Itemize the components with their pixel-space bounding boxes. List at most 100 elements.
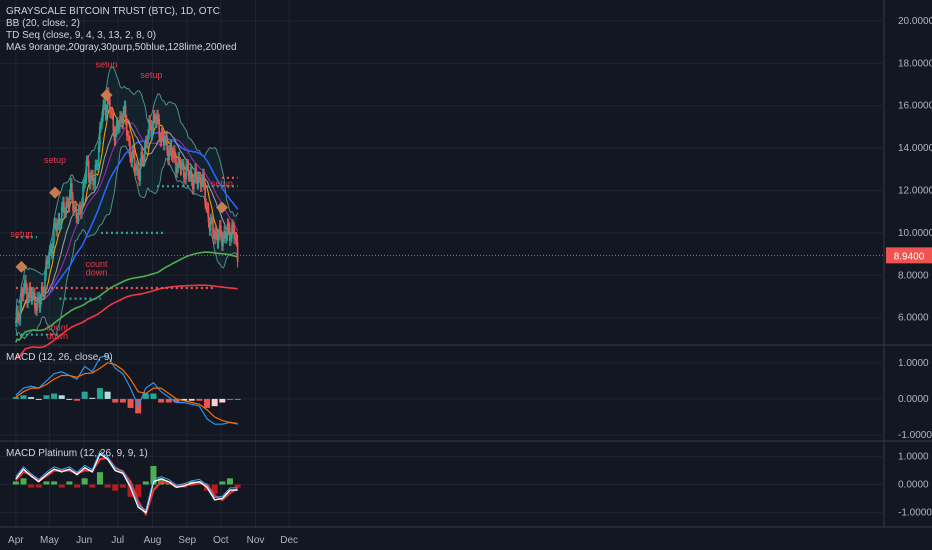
- candle-body: [200, 180, 203, 187]
- candle-body: [130, 157, 132, 162]
- candle-body: [16, 310, 18, 322]
- candle-body: [62, 201, 64, 208]
- candle-body: [162, 136, 165, 146]
- candle-body: [189, 171, 192, 177]
- candle-body: [175, 158, 177, 173]
- candle-body: [122, 111, 125, 125]
- candle-body: [161, 132, 164, 137]
- candle-body: [133, 153, 136, 169]
- candle-body: [93, 182, 96, 186]
- candle-body: [18, 318, 20, 321]
- tdseq-annotation: setup: [96, 60, 118, 70]
- candle-body: [228, 227, 231, 241]
- platinum-y-tick-label: 0.0000: [898, 480, 929, 491]
- macd-histogram-bar: [165, 398, 172, 403]
- candle-body: [139, 163, 141, 181]
- candle-body: [111, 113, 113, 115]
- macd-histogram-bar: [204, 398, 211, 408]
- candle-body: [150, 125, 153, 135]
- macd-histogram-bar: [173, 398, 180, 403]
- candle-body: [165, 136, 167, 140]
- candle-body: [58, 218, 61, 225]
- x-tick-label: Jun: [76, 535, 92, 546]
- candle-body: [203, 173, 205, 186]
- candle-body: [148, 120, 150, 135]
- macd-histogram-bar: [112, 398, 119, 403]
- candle-body: [214, 231, 216, 239]
- candle-body: [113, 131, 116, 141]
- candle-body: [50, 248, 53, 254]
- candle-body: [78, 206, 81, 210]
- setup-diamond: [100, 89, 113, 102]
- candle-body: [94, 164, 97, 183]
- candle-body: [60, 207, 63, 224]
- platinum-histogram-bar: [20, 478, 27, 485]
- candle-body: [71, 183, 73, 198]
- candle-body: [64, 212, 66, 214]
- candle-body: [53, 223, 55, 243]
- platinum-histogram-bar: [28, 484, 35, 488]
- platinum-histogram-bar: [135, 484, 142, 497]
- candle-body: [216, 234, 219, 244]
- candle-body: [17, 310, 19, 319]
- macd-histogram-bar: [35, 398, 42, 400]
- candle-body: [116, 122, 119, 130]
- candle-body: [24, 280, 26, 289]
- macd-y-tick-label: 0.0000: [898, 394, 929, 405]
- candle-body: [125, 119, 128, 136]
- platinum-histogram-bar: [81, 478, 88, 485]
- candle-body: [134, 168, 137, 171]
- candle-body: [56, 224, 59, 232]
- candle-body: [49, 248, 52, 251]
- candle-body: [85, 160, 88, 179]
- platinum-title: MACD Platinum (12, 26, 9, 9, 1): [6, 448, 148, 459]
- candle-body: [44, 275, 46, 294]
- candle-body: [186, 164, 188, 166]
- candle-body: [36, 297, 38, 311]
- last-price-tag: [886, 247, 932, 264]
- x-tick-label: Dec: [280, 535, 298, 546]
- candle-body: [226, 223, 229, 236]
- x-tick-label: Apr: [8, 535, 24, 546]
- candle-body: [112, 114, 115, 132]
- candle-body: [168, 150, 171, 161]
- candle-body: [195, 168, 197, 179]
- candles-group: [15, 87, 239, 328]
- candle-body: [234, 237, 237, 240]
- candle-body: [217, 234, 220, 244]
- tdseq-annotation: setup: [10, 229, 32, 239]
- candle-body: [39, 298, 42, 308]
- candle-body: [31, 292, 34, 300]
- candle-body: [103, 104, 106, 106]
- macd-y-tick-label: 1.0000: [898, 358, 929, 369]
- candle-body: [20, 293, 23, 305]
- candle-body: [172, 150, 175, 158]
- candle-body: [222, 237, 224, 246]
- candle-body: [199, 177, 202, 187]
- candle-body: [152, 115, 155, 127]
- candle-body: [35, 308, 37, 311]
- ma-50-line: [15, 131, 239, 323]
- candle-body: [67, 203, 70, 208]
- candle-body: [212, 218, 214, 234]
- bollinger-band-fill: [15, 67, 238, 339]
- y-tick-label: 12.0000: [898, 186, 932, 197]
- platinum-histogram-bar: [119, 484, 126, 488]
- setup-diamond: [49, 186, 62, 199]
- platinum-fast-line: [15, 452, 238, 514]
- candle-body: [208, 222, 211, 231]
- candle-body: [232, 224, 234, 228]
- tdseq-annotation: count: [85, 259, 108, 269]
- macd-title: MACD (12, 26, close, 9): [6, 352, 113, 363]
- candle-body: [181, 164, 184, 166]
- candle-body: [118, 127, 120, 130]
- tdseq-annotation: down: [86, 267, 108, 277]
- candle-body: [88, 177, 91, 185]
- candle-body: [129, 140, 131, 158]
- macd-histogram-bar: [51, 393, 58, 399]
- candle-body: [218, 225, 221, 235]
- candle-body: [104, 104, 107, 116]
- candle-body: [196, 178, 199, 185]
- candle-body: [109, 99, 111, 113]
